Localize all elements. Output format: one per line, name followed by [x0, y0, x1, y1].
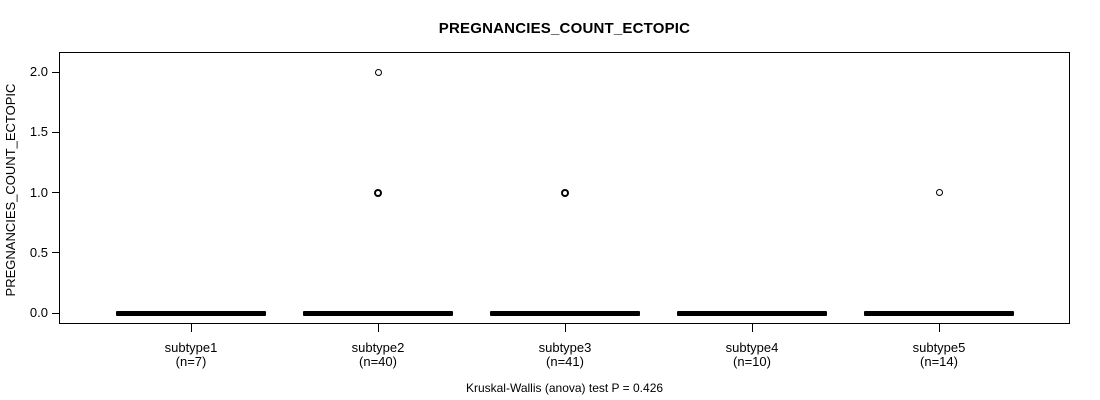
y-axis-tick	[52, 71, 59, 73]
y-tick-label: 0.5	[29, 244, 48, 260]
group-n-label: (n=14)	[920, 354, 958, 369]
x-tick-label: subtype3 (n=41)	[475, 341, 655, 369]
x-tick-label: subtype2 (n=40)	[288, 341, 468, 369]
outlier-point	[374, 68, 382, 76]
x-axis-tick	[939, 324, 940, 332]
outlier-point	[374, 188, 382, 197]
boxplot-box	[677, 310, 827, 316]
outlier-point	[561, 188, 569, 197]
outlier-point	[935, 189, 943, 196]
y-tick-label: 1.0	[29, 184, 48, 200]
y-tick-label: 1.5	[29, 124, 48, 140]
y-tick-label: 0.0	[29, 305, 48, 320]
boxplot-box	[490, 310, 640, 316]
x-axis-tick	[191, 324, 192, 332]
x-tick-label: subtype4 (n=10)	[662, 341, 842, 369]
group-n-label: (n=41)	[546, 354, 584, 369]
plot-area: 0.0 0.5 1.0 1.5 2.0 subtype1 (n=7) subtype2 (n=4…	[30, 52, 1070, 369]
boxplot-box	[864, 310, 1014, 316]
x-tick-label: subtype5 (n=14)	[849, 341, 1029, 369]
y-axis-tick	[52, 131, 59, 133]
boxplot-box	[303, 310, 453, 316]
group-n-label: (n=10)	[733, 354, 771, 369]
y-axis-tick	[52, 312, 59, 314]
x-axis-tick	[378, 324, 379, 332]
x-axis-tick	[752, 324, 753, 332]
x-tick-label: subtype1 (n=7)	[101, 341, 281, 369]
y-tick-label: 2.0	[29, 64, 48, 79]
chart-title: PREGNANCIES_COUNT_ECTOPIC	[438, 20, 691, 37]
y-axis-tick	[52, 252, 59, 254]
boxplot-box	[116, 310, 266, 316]
group-label: subtype4	[725, 340, 779, 355]
group-n-label: (n=40)	[359, 354, 397, 369]
group-label: subtype5	[912, 340, 966, 355]
group-label: subtype1	[164, 340, 218, 355]
y-axis-tick	[52, 192, 59, 193]
stat-test-caption: Kruskal-Wallis (anova) test P = 0.426	[465, 381, 664, 395]
group-label: subtype3	[538, 340, 592, 355]
group-label: subtype2	[351, 340, 405, 355]
x-axis-tick	[565, 324, 566, 332]
group-n-label: (n=7)	[175, 354, 207, 369]
